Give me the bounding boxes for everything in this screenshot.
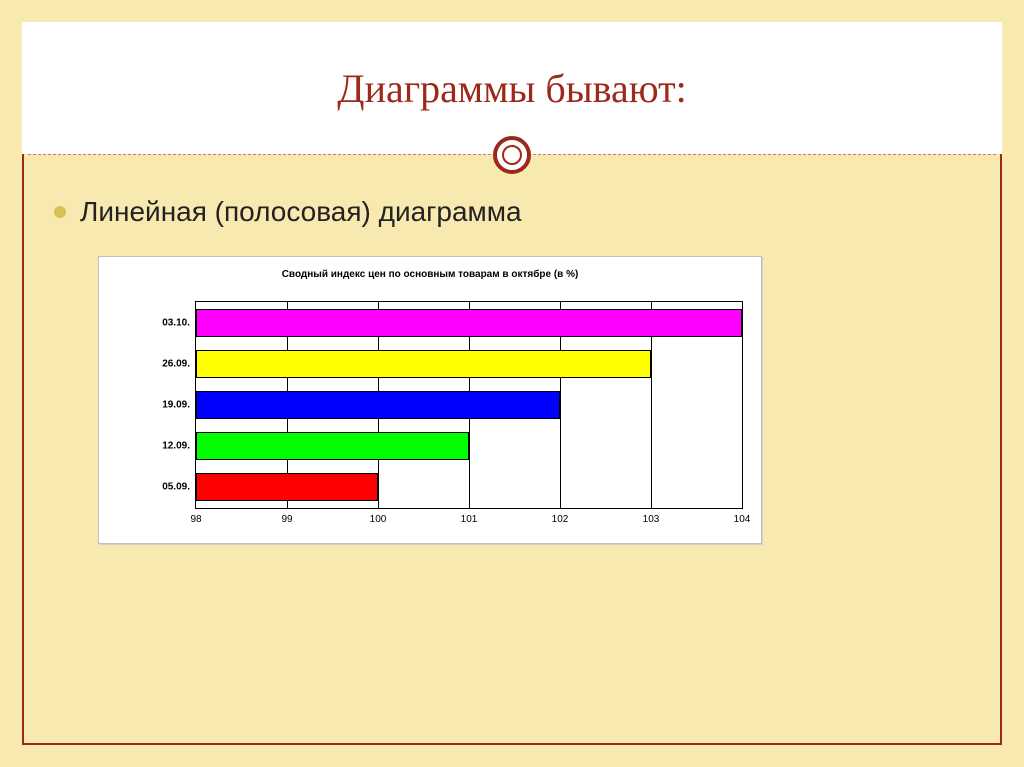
bar-chart: Сводный индекс цен по основным товарам в… [98,256,762,544]
bar [196,432,469,460]
title-area: Диаграммы бывают: [22,22,1002,154]
chart-title: Сводный индекс цен по основным товарам в… [99,269,761,280]
bullet-text: Линейная (полосовая) диаграмма [80,196,522,228]
y-tick-label: 19.09. [156,400,190,411]
bullet-item: Линейная (полосовая) диаграмма [54,196,522,228]
x-tick-label: 104 [734,514,751,525]
bar [196,309,742,337]
x-tick-label: 103 [643,514,660,525]
bullet-dot-icon [54,206,66,218]
x-tick-label: 98 [190,514,201,525]
x-tick-label: 101 [461,514,478,525]
bar [196,473,378,501]
title-ornament-circle [493,136,531,174]
plot-container: 989910010110210310403.10.26.09.19.09.12.… [155,301,743,509]
plot-area: 989910010110210310403.10.26.09.19.09.12.… [195,301,743,509]
y-tick-label: 03.10. [156,317,190,328]
x-tick-label: 99 [281,514,292,525]
bar [196,350,651,378]
y-tick-label: 12.09. [156,441,190,452]
bar [196,391,560,419]
x-tick-label: 102 [552,514,569,525]
x-tick-label: 100 [370,514,387,525]
y-tick-label: 05.09. [156,482,190,493]
slide-title: Диаграммы бывают: [337,65,686,112]
y-tick-label: 26.09. [156,358,190,369]
slide: Диаграммы бывают: Линейная (полосовая) д… [0,0,1024,767]
